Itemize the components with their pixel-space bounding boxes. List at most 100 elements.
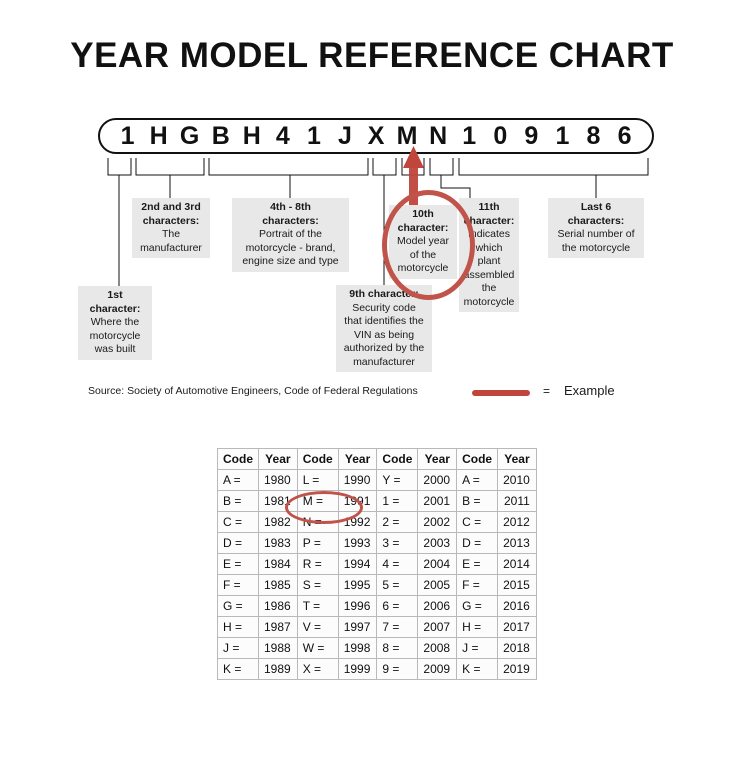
code-cell-0-4: Y =	[376, 469, 419, 491]
vin-character-10: M	[396, 121, 418, 150]
callout-2nd-3rd-characters-heading: 2nd and 3rd characters:	[141, 201, 201, 227]
callout-9th-character-body: Security code that identifies the VIN as b…	[343, 301, 425, 368]
year-cell-9-3: 1999	[337, 658, 378, 680]
table-header-cell-7: Year	[497, 448, 537, 470]
code-cell-4-4: 4 =	[376, 553, 419, 575]
year-cell-7-1: 1987	[258, 616, 298, 638]
year-cell-3-1: 1983	[258, 532, 298, 554]
code-cell-1-6: B =	[456, 490, 499, 512]
vin-character-2: H	[149, 121, 168, 150]
year-cell-9-5: 2009	[417, 658, 458, 680]
table-row: C = 1982 N = 1992 2 = 2002 C = 2012	[217, 511, 537, 533]
callout-last-6-characters-body: Serial number of the motorcycle	[557, 228, 635, 254]
code-cell-0-6: A =	[456, 469, 499, 491]
code-cell-4-2: R =	[296, 553, 339, 575]
year-cell-0-3: 1990	[337, 469, 378, 491]
table-header-row: Code Year Code Year Code Year Code Year	[217, 448, 537, 470]
callout-9th-character: 9th character: Security code that identifi…	[336, 285, 432, 372]
year-cell-5-1: 1985	[258, 574, 298, 596]
year-cell-3-3: 1993	[337, 532, 378, 554]
vin-character-11: N	[429, 121, 448, 150]
year-cell-0-7: 2010	[497, 469, 537, 491]
code-cell-5-0: F =	[217, 574, 259, 596]
callout-last-6-characters: Last 6 characters: Serial number of the mot…	[548, 198, 644, 258]
code-cell-6-6: G =	[456, 595, 499, 617]
code-cell-8-4: 8 =	[376, 637, 419, 659]
table-header-cell-2: Code	[296, 448, 339, 470]
code-cell-9-6: K =	[456, 658, 499, 680]
vin-character-4: B	[211, 121, 230, 150]
year-cell-8-1: 1988	[258, 637, 298, 659]
code-cell-6-2: T =	[296, 595, 339, 617]
year-cell-1-5: 2001	[417, 490, 458, 512]
table-header-cell-4: Code	[376, 448, 419, 470]
year-cell-4-1: 1984	[258, 553, 298, 575]
code-cell-7-4: 7 =	[376, 616, 419, 638]
callout-last-6-characters-heading: Last 6 characters:	[567, 201, 625, 227]
year-cell-6-7: 2016	[497, 595, 537, 617]
callout-11th-character-heading: 11th character:	[463, 201, 515, 227]
table-header-cell-1: Year	[258, 448, 298, 470]
year-cell-6-5: 2006	[417, 595, 458, 617]
vin-character-3: G	[179, 121, 200, 150]
year-cell-9-7: 2019	[497, 658, 537, 680]
year-code-table: Code Year Code Year Code Year Code Year A = 1980…	[217, 448, 537, 680]
vin-character-13: 0	[493, 121, 508, 150]
callout-4th-8th-characters-body: Portrait of the motorcycle - brand, engine…	[242, 228, 339, 267]
table-row: K = 1989 X = 1999 9 = 2009 K = 2019	[217, 658, 537, 680]
vin-character-5: H	[242, 121, 261, 150]
vin-character-15: 1	[555, 121, 570, 150]
table-header-cell-5: Year	[417, 448, 458, 470]
code-cell-7-6: H =	[456, 616, 499, 638]
table-row: F = 1985 S = 1995 5 = 2005 F = 2015	[217, 574, 537, 596]
code-cell-8-6: J =	[456, 637, 499, 659]
table-row: H = 1987 V = 1997 7 = 2007 H = 2017	[217, 616, 537, 638]
code-cell-9-4: 9 =	[376, 658, 419, 680]
code-cell-3-0: D =	[217, 532, 259, 554]
code-cell-5-2: S =	[296, 574, 339, 596]
vin-character-8: J	[338, 121, 352, 150]
year-cell-6-1: 1986	[258, 595, 298, 617]
code-cell-8-2: W =	[296, 637, 339, 659]
callout-2nd-3rd-characters: 2nd and 3rd characters: The manufacturer	[132, 198, 210, 258]
callout-4th-8th-characters-heading: 4th - 8th characters:	[262, 201, 319, 227]
year-cell-2-1: 1982	[258, 511, 298, 533]
year-cell-7-7: 2017	[497, 616, 537, 638]
code-cell-7-0: H =	[217, 616, 259, 638]
code-cell-1-4: 1 =	[376, 490, 419, 512]
table-row: A = 1980 L = 1990 Y = 2000 A = 2010	[217, 469, 537, 491]
table-header-cell-3: Year	[337, 448, 378, 470]
code-cell-1-0: B =	[217, 490, 259, 512]
year-cell-6-3: 1996	[337, 595, 378, 617]
legend-red-line	[472, 390, 530, 396]
year-cell-1-7: 2011	[497, 490, 537, 512]
vin-character-12: 1	[462, 121, 477, 150]
year-cell-7-3: 1997	[337, 616, 378, 638]
year-cell-0-1: 1980	[258, 469, 298, 491]
vin-character-17: 6	[617, 121, 632, 150]
callout-9th-character-heading: 9th character:	[349, 288, 419, 300]
year-cell-8-5: 2008	[417, 637, 458, 659]
code-cell-8-0: J =	[217, 637, 259, 659]
year-cell-8-3: 1998	[337, 637, 378, 659]
table-header-cell-0: Code	[217, 448, 259, 470]
table-row: G = 1986 T = 1996 6 = 2006 G = 2016	[217, 595, 537, 617]
code-cell-3-6: D =	[456, 532, 499, 554]
year-cell-4-7: 2014	[497, 553, 537, 575]
table-row: J = 1988 W = 1998 8 = 2008 J = 2018	[217, 637, 537, 659]
page-title: YEAR MODEL REFERENCE CHART	[70, 36, 674, 75]
year-cell-2-5: 2002	[417, 511, 458, 533]
vin-character-7: 1	[306, 121, 321, 150]
callout-1st-character-heading: 1st character:	[89, 289, 141, 315]
callout-1st-character: 1st character: Where the motorcycle was buil…	[78, 286, 152, 360]
year-cell-5-7: 2015	[497, 574, 537, 596]
vin-character-9: X	[367, 121, 385, 150]
table-row: B = 1981 M = 1991 1 = 2001 B = 2011	[217, 490, 537, 512]
legend-equals: =	[543, 384, 551, 398]
code-cell-0-2: L =	[296, 469, 339, 491]
year-cell-5-5: 2005	[417, 574, 458, 596]
callout-1st-character-body: Where the motorcycle was built	[89, 316, 141, 355]
code-cell-3-2: P =	[296, 532, 339, 554]
code-cell-7-2: V =	[296, 616, 339, 638]
code-cell-9-0: K =	[217, 658, 259, 680]
